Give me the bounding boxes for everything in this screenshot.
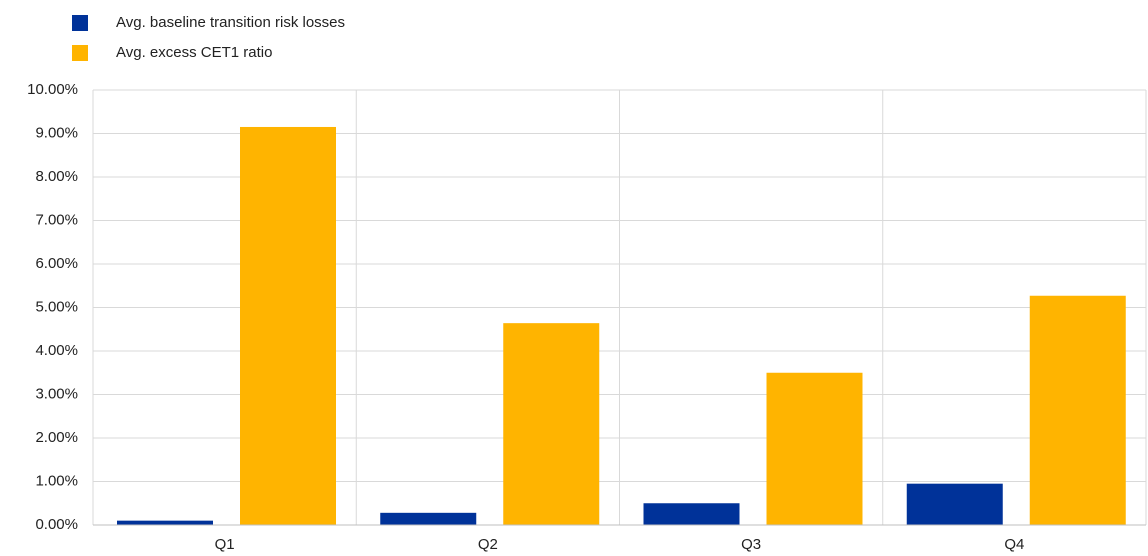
bar (766, 372, 863, 525)
y-tick-label: 5.00% (35, 298, 78, 315)
y-tick-label: 4.00% (35, 342, 78, 359)
x-tick-label: Q3 (741, 536, 761, 553)
legend-label: Avg. baseline transition risk losses (116, 14, 345, 31)
bar (1029, 295, 1126, 525)
bar (643, 503, 740, 525)
x-tick-label: Q1 (215, 536, 235, 553)
bar (906, 483, 1003, 525)
bar (380, 512, 477, 525)
x-tick-label: Q2 (478, 536, 498, 553)
y-tick-label: 3.00% (35, 385, 78, 402)
y-tick-label: 1.00% (35, 472, 78, 489)
y-tick-label: 0.00% (35, 516, 78, 533)
legend-swatch (72, 15, 88, 31)
y-tick-label: 6.00% (35, 255, 78, 272)
y-tick-label: 9.00% (35, 124, 78, 141)
legend-swatch (72, 45, 88, 61)
x-tick-label: Q4 (1004, 536, 1024, 553)
y-tick-label: 10.00% (27, 81, 78, 98)
y-tick-label: 7.00% (35, 211, 78, 228)
y-tick-label: 2.00% (35, 429, 78, 446)
y-tick-label: 8.00% (35, 168, 78, 185)
legend-label: Avg. excess CET1 ratio (116, 44, 272, 61)
bar (503, 323, 600, 525)
bar (117, 520, 213, 525)
bar (240, 126, 336, 525)
